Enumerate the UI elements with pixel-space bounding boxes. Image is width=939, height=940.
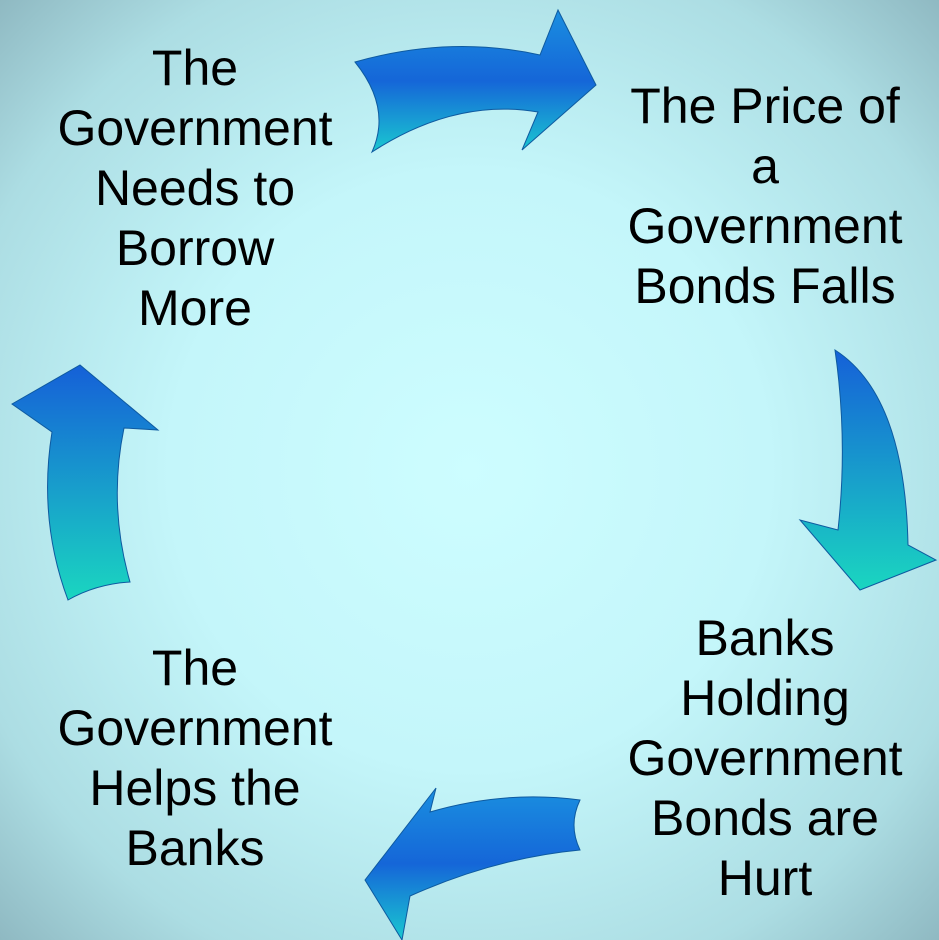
- text-line: Hurt: [717, 850, 813, 906]
- text-line: Borrow: [115, 220, 275, 276]
- text-line: The: [151, 40, 239, 96]
- text-line: Holding: [680, 670, 850, 726]
- text-line: Bonds are: [651, 790, 879, 846]
- node-text: The Price of a Government Bonds Falls: [585, 76, 939, 316]
- arrow-right: [798, 348, 938, 591]
- arrow-left: [11, 364, 160, 601]
- node-text: The Government Needs to Borrow More: [15, 38, 375, 338]
- text-line: The: [151, 640, 239, 696]
- arrow-bottom: [364, 787, 581, 940]
- text-line: Needs to: [94, 160, 296, 216]
- text-line: Helps the: [89, 760, 301, 816]
- text-line: a: [751, 138, 779, 194]
- text-line: Banks: [695, 610, 835, 666]
- text-line: Government: [57, 100, 333, 156]
- text-line: Government: [627, 198, 903, 254]
- text-line: Banks: [125, 820, 265, 876]
- text-line: The Price of: [630, 78, 900, 134]
- text-line: Bonds Falls: [634, 258, 896, 314]
- node-text: Banks Holding Government Bonds are Hurt: [585, 608, 939, 908]
- text-line: Government: [57, 700, 333, 756]
- text-line: More: [138, 280, 252, 336]
- arrow-top: [354, 8, 597, 154]
- node-text: The Government Helps the Banks: [15, 638, 375, 878]
- text-line: Government: [627, 730, 903, 786]
